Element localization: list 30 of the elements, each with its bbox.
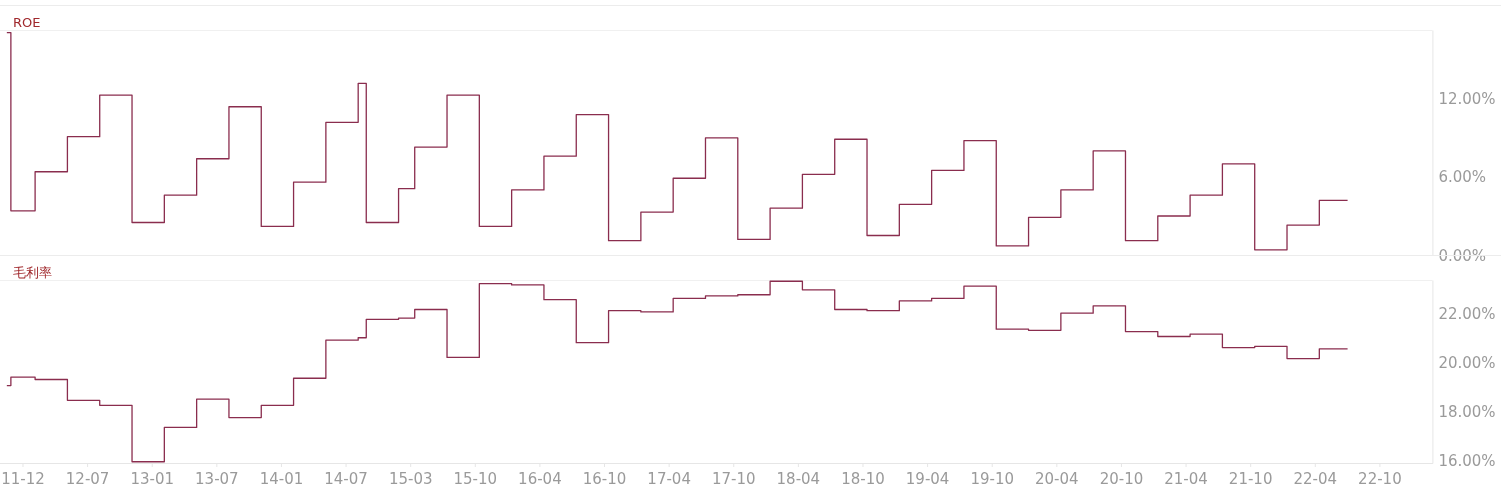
x-tick-label: 21-04 [1164,469,1208,488]
x-tick-label: 18-10 [841,469,885,488]
x-tick-label: 12-07 [65,469,110,488]
y-tick-label: 12.00% [1438,90,1496,109]
y-tick-label: 20.00% [1438,353,1496,372]
x-tick-label: 14-01 [259,469,304,488]
x-tick-label: 17-04 [647,469,691,488]
x-tick-label: 11-12 [1,469,45,488]
chart-title: ROE [13,14,41,30]
x-tick-label: 19-10 [970,469,1015,488]
x-tick-label: 16-04 [518,469,562,488]
chart-title: 毛利率 [13,264,52,280]
x-tick-label: 21-10 [1228,469,1273,488]
x-tick-label: 20-10 [1099,469,1144,488]
x-tick-label: 15-03 [388,469,433,488]
x-tick-label: 22-10 [1358,469,1402,488]
x-tick-label: 22-04 [1293,469,1338,488]
x-tick-label: 15-10 [453,469,498,488]
y-tick-label: 22.00% [1438,304,1496,323]
y-tick-label: 6.00% [1438,168,1487,187]
x-tick-label: 14-07 [324,469,368,488]
y-tick-label: 18.00% [1438,402,1496,421]
x-tick-label: 18-04 [776,469,821,488]
x-tick-label: 17-10 [711,469,756,488]
x-tick-label: 13-07 [195,469,239,488]
x-tick-label: 20-04 [1035,469,1079,488]
x-tick-label: 13-01 [130,469,175,488]
x-tick-label: 16-10 [582,469,627,488]
x-tick-label: 19-04 [905,469,950,488]
y-tick-label: 16.00% [1438,452,1496,471]
